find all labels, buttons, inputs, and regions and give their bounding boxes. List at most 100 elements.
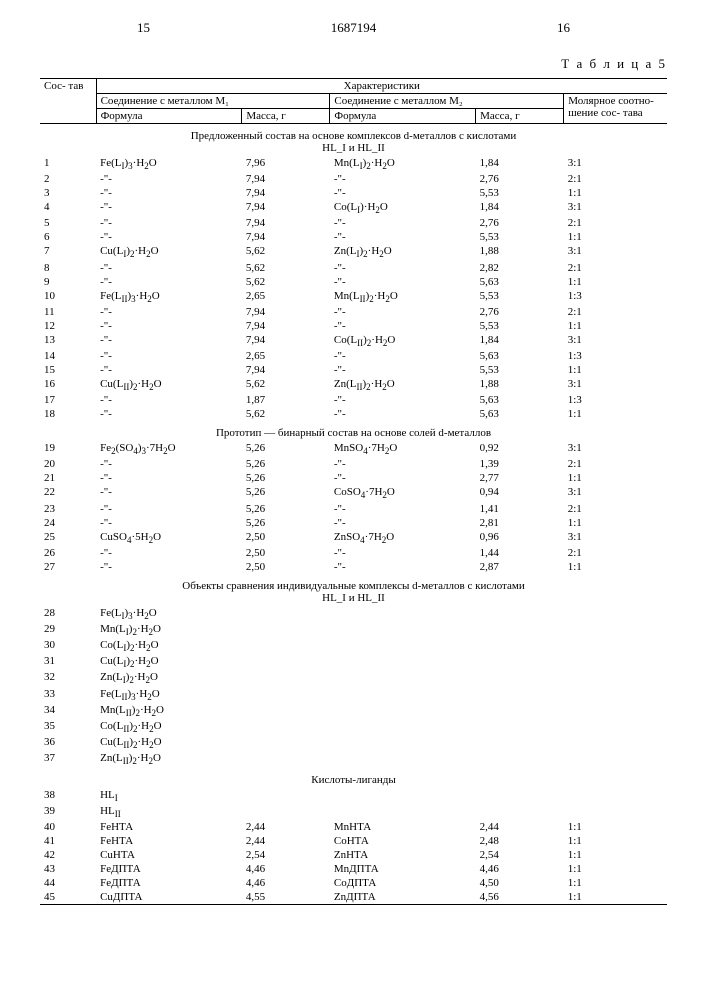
cell-ratio: 1:1 [564,890,667,905]
cell-n: 3 [40,186,96,200]
header-formula2: Формула [330,109,476,124]
cell-ratio: 1:3 [564,349,667,363]
cell-n: 10 [40,289,96,305]
table-row: 15-"-7,94-"-5,531:1 [40,363,667,377]
cell-ratio: 1:1 [564,834,667,848]
cell-ratio: 3:1 [564,200,667,216]
cell-mass1: 5,26 [242,457,330,471]
cell-formula1: CuДПТА [96,890,242,905]
cell-formula2: -"- [330,186,476,200]
table-row: 35Co(LII)2·H2O [40,719,667,735]
section2-title: Прототип — бинарный состав на основе сол… [40,421,667,441]
cell-formula2: Co(LI)·H2O [330,200,476,216]
table-row: 32Zn(LI)2·H2O [40,670,667,686]
cell-n: 8 [40,261,96,275]
cell-ratio: 3:1 [564,530,667,546]
cell-formula2: -"- [330,261,476,275]
table-row: 40FeНТА2,44MnНТА2,441:1 [40,820,667,834]
cell-formula1: -"- [96,349,242,363]
cell-mass1: 4,46 [242,862,330,876]
cell-mass2: 1,44 [476,546,564,560]
cell-formula2: -"- [330,305,476,319]
cell-mass2: 1,84 [476,156,564,172]
cell-formula1: -"- [96,230,242,244]
cell-ratio: 2:1 [564,546,667,560]
cell-mass2: 2,77 [476,471,564,485]
cell-mass2: 4,46 [476,862,564,876]
cell-formula1: -"- [96,502,242,516]
cell-n: 21 [40,471,96,485]
header-molar: Молярное соотно- шение сос- тава [564,94,667,124]
table-row: 6-"-7,94-"-5,531:1 [40,230,667,244]
table-row: 28Fe(LI)3·H2O [40,606,667,622]
cell-formula2: MnSO4·7H2O [330,441,476,457]
cell-n: 26 [40,546,96,560]
cell-n: 5 [40,216,96,230]
cell-ratio: 1:1 [564,516,667,530]
table-row: 43FeДПТА4,46MnДПТА4,461:1 [40,862,667,876]
table-row: 11-"-7,94-"-2,762:1 [40,305,667,319]
cell-mass2: 5,53 [476,363,564,377]
cell-n: 17 [40,393,96,407]
cell-formula2 [330,804,476,820]
cell-ratio: 1:1 [564,876,667,890]
header-compound-m1: Соединение с металлом M₁ [96,94,330,109]
cell-ratio: 1:1 [564,820,667,834]
cell-mass1: 7,94 [242,200,330,216]
cell-ratio: 3:1 [564,244,667,260]
cell-mass2: 1,84 [476,333,564,349]
table-row: 4-"-7,94Co(LI)·H2O1,843:1 [40,200,667,216]
cell-mass1: 5,62 [242,407,330,421]
table-row: 45CuДПТА4,55ZnДПТА4,561:1 [40,890,667,905]
table-row: 27-"-2,50-"-2,871:1 [40,560,667,574]
cell-mass1: 2,50 [242,546,330,560]
table-row: 31Cu(LI)2·H2O [40,654,667,670]
cell-n: 40 [40,820,96,834]
cell-ratio: 1:1 [564,848,667,862]
table-row: 23-"-5,26-"-1,412:1 [40,502,667,516]
page-number-right: 16 [460,20,667,36]
cell-mass1: 7,94 [242,172,330,186]
cell-formula1: CuНТА [96,848,242,862]
cell-mass2: 5,63 [476,393,564,407]
cell-mass1: 5,62 [242,377,330,393]
cell-formula2: CoSO4·7H2O [330,485,476,501]
cell-formula1: FeДПТА [96,862,242,876]
header-compound-m2: Соединение с металлом M₂ [330,94,564,109]
cell-ratio: 2:1 [564,216,667,230]
cell-formula2: Mn(LI)2·H2O [330,156,476,172]
cell-formula2: MnДПТА [330,862,476,876]
cell-n: 39 [40,804,96,820]
cell-n: 34 [40,703,96,719]
cell-formula2: -"- [330,502,476,516]
cell-mass1: 7,94 [242,363,330,377]
cell-mass1: 5,26 [242,516,330,530]
table-row: 17-"-1,87-"-5,631:3 [40,393,667,407]
cell-formula1: Cu(LI)2·H2O [96,654,667,670]
cell-formula2: ZnSO4·7H2O [330,530,476,546]
cell-n: 45 [40,890,96,905]
cell-mass1: 4,55 [242,890,330,905]
cell-formula1: -"- [96,261,242,275]
cell-n: 30 [40,638,96,654]
cell-mass1: 2,65 [242,349,330,363]
cell-formula1: FeНТА [96,820,242,834]
cell-mass1: 2,65 [242,289,330,305]
cell-formula1: -"- [96,471,242,485]
table-row: 7Cu(LI)2·H2O5,62Zn(LI)2·H2O1,883:1 [40,244,667,260]
table-row: 10Fe(LII)3·H2O2,65Mn(LII)2·H2O5,531:3 [40,289,667,305]
cell-n: 9 [40,275,96,289]
cell-formula1: -"- [96,216,242,230]
cell-ratio: 2:1 [564,502,667,516]
cell-formula1: CuSO4·5H2O [96,530,242,546]
table-row: 25CuSO4·5H2O2,50ZnSO4·7H2O0,963:1 [40,530,667,546]
table-row: 20-"-5,26-"-1,392:1 [40,457,667,471]
cell-n: 20 [40,457,96,471]
cell-mass1 [242,804,330,820]
cell-n: 35 [40,719,96,735]
header-sostav: Сос- тав [40,79,96,124]
cell-n: 23 [40,502,96,516]
cell-mass2: 5,53 [476,186,564,200]
cell-formula1: Fe(LI)3·H2O [96,606,667,622]
cell-formula1: -"- [96,200,242,216]
